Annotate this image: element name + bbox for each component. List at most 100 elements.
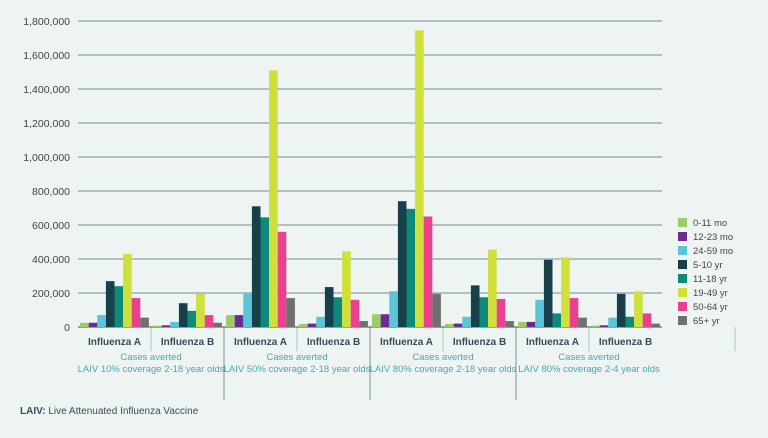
bar: [372, 314, 381, 327]
bar: [599, 325, 609, 327]
bar: [462, 316, 471, 327]
y-tick-label: 1,600,000: [23, 50, 70, 62]
x-tick-label: Influenza B: [161, 337, 214, 348]
legend-label: 5-10 yr: [693, 260, 723, 271]
bar-series: [80, 30, 660, 328]
group-label-line2: LAIV 10% coverage 2-18 year olds: [78, 364, 225, 375]
bar: [518, 321, 527, 327]
bar: [445, 323, 454, 327]
group-label-line1: Cases averted: [120, 352, 181, 363]
bar: [561, 257, 570, 327]
group-label-line1: Cases averted: [412, 352, 473, 363]
bar: [114, 286, 124, 327]
y-axis: 0 200,000 400,000 600,000 800,000 1,000,000 1,…: [23, 16, 70, 334]
bar: [496, 298, 506, 327]
group-label-line2: LAIV 80% coverage 2-4 year olds: [518, 364, 660, 375]
bar: [269, 70, 278, 328]
bar: [432, 293, 441, 327]
y-tick-label: 0: [64, 322, 70, 334]
x-tick-label: Influenza A: [526, 337, 579, 348]
y-tick-label: 800,000: [32, 186, 70, 198]
group-label-line1: Cases averted: [558, 352, 619, 363]
bar: [161, 325, 171, 327]
bar: [591, 325, 600, 327]
bar: [470, 285, 480, 327]
legend-swatch: [678, 232, 687, 241]
y-tick-label: 600,000: [32, 220, 70, 232]
bar: [243, 293, 252, 327]
legend: 0-11 mo 12-23 mo 24-59 mo 5-10 yr 11-18 yr 19…: [678, 218, 733, 327]
bar: [651, 323, 660, 327]
legend-swatch: [678, 316, 687, 325]
bar: [277, 231, 287, 327]
footnote-term: LAIV:: [20, 406, 46, 417]
bar: [196, 293, 205, 327]
bar: [123, 253, 132, 327]
bar: [642, 313, 652, 327]
bar: [97, 315, 106, 327]
gridlines: [78, 20, 662, 328]
bar: [333, 297, 343, 327]
bar: [535, 299, 544, 327]
bar: [415, 30, 424, 327]
x-tick-label: Influenza A: [234, 337, 287, 348]
bar: [307, 323, 317, 327]
bar: [260, 217, 270, 327]
bar: [299, 323, 308, 327]
legend-swatch: [678, 274, 687, 283]
bar: [406, 208, 416, 327]
bar: [608, 317, 617, 327]
group-label-line2: LAIV 50% coverage 2-18 year olds: [224, 364, 371, 375]
legend-label: 24-59 mo: [693, 246, 733, 257]
bar: [488, 249, 497, 327]
group-label-line1: Cases averted: [266, 352, 327, 363]
footnote: LAIV: Live Attenuated Influenza Vaccine: [20, 406, 198, 417]
bar: [423, 216, 433, 327]
bar: [316, 316, 325, 327]
y-tick-label: 1,200,000: [23, 118, 70, 130]
bar: [213, 322, 222, 327]
bar: [397, 201, 407, 327]
bar: [526, 321, 536, 327]
y-tick-label: 1,000,000: [23, 152, 70, 164]
x-tick-label: Influenza A: [88, 337, 141, 348]
bar: [105, 281, 115, 327]
bar: [625, 316, 635, 327]
legend-label: 19-49 yr: [693, 288, 728, 299]
bar: [286, 298, 295, 327]
bar: [251, 206, 261, 327]
bar: [178, 303, 188, 327]
bar: [350, 299, 360, 327]
bar: [616, 293, 626, 327]
x-tick-label: Influenza B: [453, 337, 506, 348]
bar: [389, 291, 398, 327]
y-tick-label: 1,400,000: [23, 84, 70, 96]
group-label-line2: LAIV 80% coverage 2-18 year olds: [370, 364, 517, 375]
bar: [204, 315, 214, 327]
bar: [80, 322, 89, 327]
bar: [342, 251, 351, 327]
legend-label: 65+ yr: [693, 316, 720, 327]
legend-label: 50-64 yr: [693, 302, 728, 313]
legend-swatch: [678, 218, 687, 227]
bar: [453, 323, 463, 327]
footnote-text: Live Attenuated Influenza Vaccine: [45, 406, 199, 417]
x-tick-label: Influenza B: [599, 337, 652, 348]
bar: [578, 317, 587, 327]
x-tick-label: Influenza A: [380, 337, 433, 348]
legend-label: 11-18 yr: [693, 274, 727, 285]
bar: [140, 317, 149, 327]
bar: [552, 313, 562, 327]
y-tick-label: 200,000: [32, 288, 70, 300]
bar: [634, 291, 643, 327]
bar: [380, 314, 390, 327]
legend-swatch: [678, 302, 687, 311]
legend-label: 0-11 mo: [693, 218, 727, 229]
bar: [226, 315, 235, 327]
legend-swatch: [678, 260, 687, 269]
bar: [88, 322, 98, 327]
bar: [234, 315, 244, 327]
bar: [170, 321, 179, 327]
x-axis: Influenza A Influenza B Influenza A Influen…: [78, 327, 736, 400]
